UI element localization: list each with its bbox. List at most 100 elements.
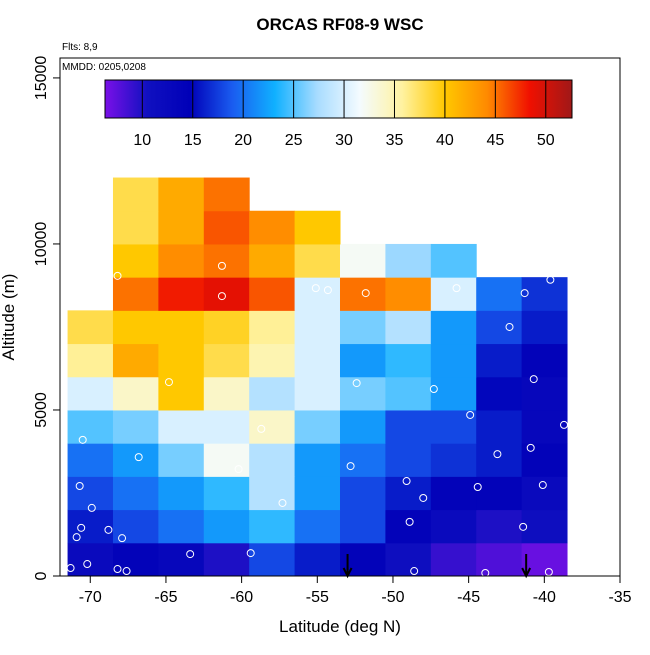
heat-cell xyxy=(249,443,296,477)
heat-cell xyxy=(385,376,432,411)
heat-cell xyxy=(67,409,114,444)
data-point xyxy=(118,534,127,543)
data-point xyxy=(493,450,502,459)
heat-cell xyxy=(203,509,250,544)
heat-cell xyxy=(294,542,341,577)
data-point xyxy=(538,481,547,490)
y-tick-label: 0 xyxy=(33,571,50,580)
heat-cell xyxy=(340,243,386,278)
heat-cell xyxy=(112,509,159,544)
heat-cell xyxy=(112,409,159,444)
heat-cell xyxy=(158,376,205,411)
heat-cell xyxy=(430,476,477,511)
data-point xyxy=(405,517,414,526)
x-tick-label: -35 xyxy=(608,589,631,606)
heat-cell xyxy=(203,376,250,411)
data-point xyxy=(246,549,255,558)
heat-cell xyxy=(521,277,568,311)
data-point xyxy=(402,477,411,486)
heat-cell xyxy=(294,243,341,278)
colorbar-tick-label: 40 xyxy=(436,132,454,149)
data-point xyxy=(122,567,131,576)
data-point xyxy=(186,550,195,559)
heat-cell xyxy=(476,310,523,345)
x-tick-label: -45 xyxy=(457,589,480,606)
heat-cell xyxy=(112,376,159,411)
data-point xyxy=(104,525,113,534)
colorbar-tick-label: 30 xyxy=(335,132,353,149)
heat-cell xyxy=(203,210,250,245)
heat-cell xyxy=(158,177,205,212)
data-point xyxy=(505,322,514,331)
heat-cell xyxy=(476,509,523,544)
heat-cell xyxy=(67,343,114,378)
data-point xyxy=(217,261,226,270)
heat-cell xyxy=(249,310,296,345)
heat-cell xyxy=(385,343,432,378)
x-tick-label: -50 xyxy=(381,589,404,606)
heat-cell xyxy=(112,476,159,511)
heat-cell xyxy=(158,343,205,378)
heat-cell xyxy=(430,376,477,411)
data-point xyxy=(419,493,428,502)
heat-cell xyxy=(158,210,205,245)
heat-cell xyxy=(476,542,523,577)
data-point xyxy=(519,522,528,531)
data-point xyxy=(164,378,173,387)
heat-cell xyxy=(249,343,296,378)
heat-cell xyxy=(340,277,386,311)
heat-cell xyxy=(294,210,341,245)
heat-cell xyxy=(294,310,341,345)
data-point xyxy=(87,503,96,512)
data-point xyxy=(75,482,84,491)
data-point xyxy=(346,462,355,471)
heat-cell xyxy=(203,476,250,511)
colorbar-tick-label: 45 xyxy=(486,132,504,149)
y-tick-label: 15000 xyxy=(33,56,50,101)
heat-cell xyxy=(430,277,477,311)
heat-cell xyxy=(476,343,523,378)
heat-cell xyxy=(521,310,568,345)
heat-cell xyxy=(294,409,341,444)
heat-cell xyxy=(430,409,477,444)
colorbar-tick-label: 50 xyxy=(537,132,555,149)
data-point xyxy=(352,379,361,388)
heat-cell xyxy=(158,243,205,278)
heat-cell xyxy=(203,310,250,345)
data-point xyxy=(78,435,87,444)
y-axis-label: Altitude (m) xyxy=(0,274,18,361)
heat-cell xyxy=(340,310,386,345)
data-point xyxy=(234,465,243,474)
heat-cell xyxy=(385,443,432,477)
heat-cell xyxy=(203,542,250,577)
heat-cell xyxy=(521,376,568,411)
heat-cell xyxy=(112,243,159,278)
heat-cell xyxy=(158,509,205,544)
data-point xyxy=(361,289,370,298)
data-point xyxy=(66,564,75,573)
heat-cell xyxy=(430,343,477,378)
heat-cell xyxy=(294,509,341,544)
heat-cell xyxy=(158,476,205,511)
data-point xyxy=(429,385,438,394)
heat-cell xyxy=(430,443,477,477)
data-point xyxy=(570,316,579,325)
data-point xyxy=(72,533,81,542)
heat-cell xyxy=(203,243,250,278)
heat-cell xyxy=(249,509,296,544)
heat-cell xyxy=(294,443,341,477)
data-point xyxy=(529,375,538,384)
data-point xyxy=(520,289,529,298)
data-point xyxy=(546,275,555,284)
data-point xyxy=(526,443,535,452)
data-point xyxy=(113,271,122,280)
heat-cell xyxy=(112,210,159,245)
data-point xyxy=(466,410,475,419)
y-tick-label: 5000 xyxy=(33,392,50,428)
y-tick-label: 10000 xyxy=(33,222,50,267)
data-point xyxy=(77,523,86,532)
heat-cell xyxy=(67,509,114,544)
data-point xyxy=(560,420,568,429)
heat-cell xyxy=(476,409,523,444)
